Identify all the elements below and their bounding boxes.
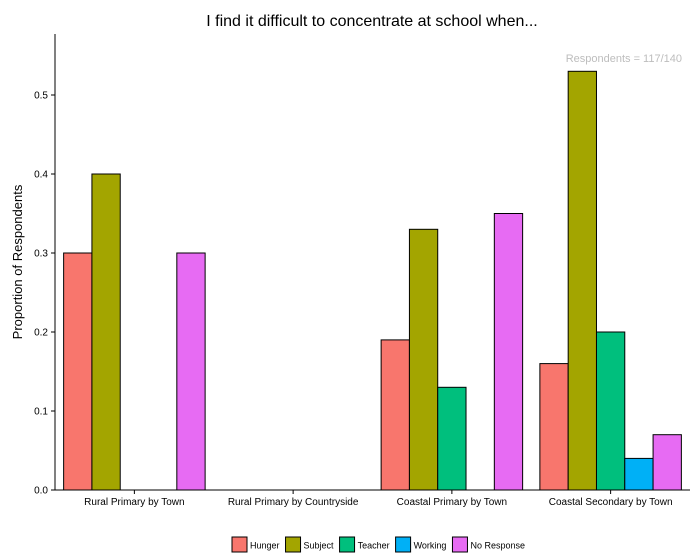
y-tick-label: 0.5 — [34, 91, 48, 102]
legend-label: No Response — [470, 541, 525, 551]
y-tick-label: 0.4 — [34, 170, 48, 181]
y-tick-label: 0.2 — [34, 328, 48, 339]
legend-label: Working — [414, 541, 447, 551]
x-tick-label: Coastal Primary by Town — [397, 497, 507, 508]
legend-label: Hunger — [250, 541, 280, 551]
legend-swatch — [395, 536, 412, 553]
bars — [63, 70, 682, 491]
legend-swatch — [451, 536, 468, 553]
bar-no-response — [176, 252, 206, 491]
x-axis-ticks: Rural Primary by Town Rural Primary by Co… — [84, 490, 673, 508]
y-tick-label: 0.3 — [34, 249, 48, 260]
bar-hunger — [380, 339, 410, 491]
bar-subject — [567, 70, 597, 491]
y-axis-label: Proportion of Respondents — [10, 184, 25, 339]
respondents-annotation: Respondents = 117/140 — [566, 53, 682, 65]
bar-working — [624, 457, 654, 491]
bar-no-response — [493, 213, 524, 491]
legend: Hunger Subject Teacher Working No Response — [231, 536, 525, 553]
x-tick-label: Coastal Secondary by Town — [549, 497, 673, 508]
legend-label: Teacher — [358, 541, 390, 551]
bar-teacher — [437, 386, 467, 491]
legend-swatch — [231, 536, 248, 553]
y-tick-label: 0.1 — [34, 407, 48, 418]
legend-label: Subject — [304, 541, 335, 551]
y-axis-ticks: 0.0 0.1 0.2 0.3 0.4 0.5 — [34, 91, 55, 497]
bar-teacher — [595, 331, 626, 491]
bar-subject — [91, 173, 121, 491]
bar-no-response — [652, 434, 682, 491]
bar-subject — [408, 228, 439, 491]
y-tick-label: 0.0 — [34, 486, 48, 497]
bar-hunger — [63, 252, 93, 491]
chart-title: I find it difficult to concentrate at sc… — [206, 13, 537, 30]
bar-hunger — [539, 363, 569, 491]
x-tick-label: Rural Primary by Town — [84, 497, 184, 508]
legend-swatch — [285, 536, 302, 553]
x-tick-label: Rural Primary by Countryside — [228, 497, 359, 508]
legend-swatch — [339, 536, 356, 553]
